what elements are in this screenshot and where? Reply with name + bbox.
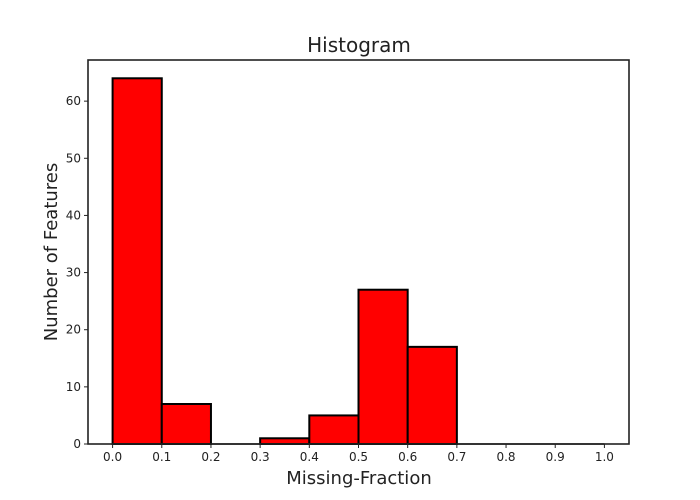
histogram-bar xyxy=(160,403,212,445)
y-tick-label: 20 xyxy=(66,323,81,337)
chart-title: Histogram xyxy=(307,33,411,57)
y-tick-label: 40 xyxy=(66,208,81,222)
histogram-bar xyxy=(357,288,409,446)
x-tick-label: 1.0 xyxy=(595,450,614,464)
y-tick-label: 10 xyxy=(66,380,81,394)
y-axis-ticks: 0 10 20 30 40 50 60 xyxy=(66,94,88,451)
x-tick-label: 0.4 xyxy=(300,450,319,464)
x-tick-label: 0.7 xyxy=(447,450,466,464)
y-tick-label: 60 xyxy=(66,94,81,108)
x-tick-label: 0.8 xyxy=(496,450,515,464)
bars-group xyxy=(111,77,605,446)
x-tick-label: 0.2 xyxy=(201,450,220,464)
y-tick-label: 50 xyxy=(66,151,81,165)
histogram-bar xyxy=(406,345,458,446)
y-axis-label: Number of Features xyxy=(41,163,62,342)
x-tick-label: 0.1 xyxy=(152,450,171,464)
plot-frame xyxy=(87,59,630,445)
x-tick-label: 0.6 xyxy=(398,450,417,464)
y-tick-label: 0 xyxy=(73,437,81,451)
y-tick-label: 30 xyxy=(66,266,81,280)
histogram-bar xyxy=(111,77,163,446)
histogram-bar xyxy=(308,414,360,445)
x-axis-label: Missing-Fraction xyxy=(286,468,431,489)
histogram-bar xyxy=(259,437,311,445)
x-tick-label: 0.5 xyxy=(349,450,368,464)
x-tick-label: 0.9 xyxy=(546,450,565,464)
x-axis-ticks: 0.0 0.1 0.2 0.3 0.4 0.5 0.6 0.7 0.8 0.9 1.0 xyxy=(103,444,614,464)
x-tick-label: 0.3 xyxy=(251,450,270,464)
x-tick-label: 0.0 xyxy=(103,450,122,464)
